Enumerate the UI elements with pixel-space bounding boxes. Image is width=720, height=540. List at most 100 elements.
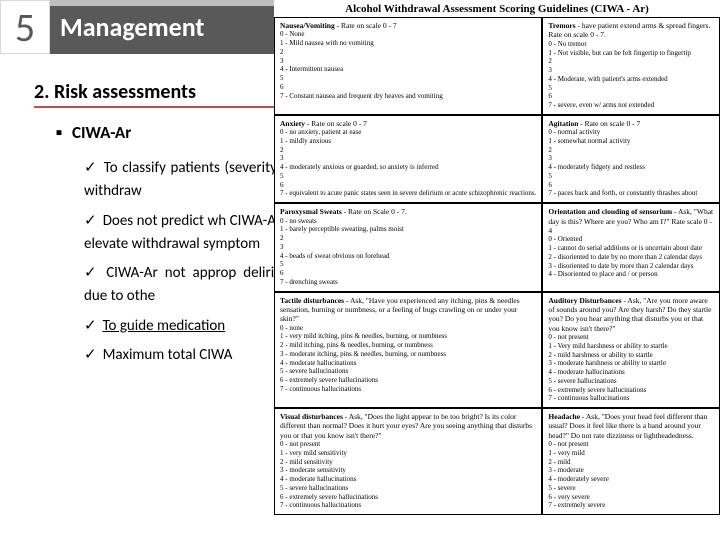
ciwa-option: 4 - moderate hallucinations (280, 475, 536, 484)
ciwa-option: 3 - moderate harshness or ability to sta… (548, 359, 714, 368)
ciwa-option: 5 (280, 172, 536, 181)
ciwa-option: 1 - very mild sensitivity (280, 449, 536, 458)
ciwa-option: 7 - severe, even w/ arms not extended (548, 101, 714, 110)
ciwa-box-head: Auditory Disturbances - Ask, "Are you mo… (548, 296, 714, 334)
subheading: CIWA-Ar (56, 122, 294, 143)
slide-title: Management (60, 11, 204, 43)
bullet-item: To classify patients (severity of withdr… (84, 157, 294, 204)
ciwa-option: 6 - very severe (548, 493, 714, 502)
ciwa-option: 7 - continuous hallucinations (280, 385, 536, 394)
ciwa-box: Auditory Disturbances - Ask, "Are you mo… (542, 292, 720, 409)
bullet-item: Maximum total CIWA (84, 344, 294, 367)
ciwa-option: 1 - very mild (548, 449, 714, 458)
ciwa-option: 4 - moderately fidgety and restless (548, 163, 714, 172)
ciwa-option: 2 (280, 146, 536, 155)
ciwa-option: 1 - cannot do serial additions or is unc… (548, 244, 714, 253)
ciwa-option: 0 - not present (548, 440, 714, 449)
ciwa-option: 3 - moderate sensitivity (280, 466, 536, 475)
ciwa-option: 3 (280, 243, 536, 252)
section-heading: 2. Risk assessments (34, 80, 294, 104)
ciwa-option: 4 - Intermittent nausea (280, 65, 536, 74)
ciwa-option: 1 - somewhat normal activity (548, 137, 714, 146)
ciwa-option: 4 - moderate hallucinations (548, 368, 714, 377)
ciwa-option: 2 (548, 57, 714, 66)
ciwa-option: 1 - Not visible, but can be felt fingert… (548, 49, 714, 58)
ciwa-option: 2 (280, 234, 536, 243)
ciwa-option: 4 - beads of sweat obvious on forehead (280, 252, 536, 261)
ciwa-option: 5 - severe (548, 484, 714, 493)
bullet-list: To classify patients (severity of withdr… (34, 157, 294, 367)
slide-number: 5 (15, 3, 35, 52)
ciwa-option: 2 - mild (548, 458, 714, 467)
ciwa-option: 3 (548, 66, 714, 75)
ciwa-option: 2 - mild itching, pins & needles, burnin… (280, 341, 536, 350)
ciwa-box: Agitation - Rate on scale 0 - 70 - norma… (542, 115, 720, 203)
ciwa-option: 7 - equivalent to acute panic states see… (280, 189, 536, 198)
ciwa-box: Paroxysmal Sweats - Rate on Scale 0 - 7.… (274, 203, 542, 291)
ciwa-option: 3 - moderate (548, 466, 714, 475)
ciwa-box: Visual disturbances - Ask, "Does the lig… (274, 408, 542, 515)
ciwa-title: Alcohol Withdrawal Assessment Scoring Gu… (274, 0, 720, 17)
ciwa-option: 1 - barely perceptible sweating, palms m… (280, 225, 536, 234)
bullet-item: To guide medication (84, 315, 294, 338)
ciwa-option: 7 - drenching sweats (280, 278, 536, 287)
ciwa-option: 5 (280, 260, 536, 269)
ciwa-option: 6 (548, 181, 714, 190)
ciwa-box-head: Tremors - have patient extend arms & spr… (548, 21, 714, 40)
ciwa-option: 0 - not present (548, 333, 714, 342)
ciwa-option: 7 - continuous hallucinations (548, 394, 714, 403)
ciwa-option: 0 - None (280, 30, 536, 39)
ciwa-option: 2 (548, 146, 714, 155)
ciwa-box-head: Paroxysmal Sweats - Rate on Scale 0 - 7. (280, 207, 536, 216)
ciwa-option: 0 - normal activity (548, 128, 714, 137)
ciwa-option: 1 - very mild itching, pins & needles, b… (280, 332, 536, 341)
ciwa-option: 0 - no anxiety, patient at ease (280, 128, 536, 137)
ciwa-option: 3 (548, 154, 714, 163)
ciwa-option: 4 - moderately anxious or guarded, so an… (280, 163, 536, 172)
ciwa-option: 7 - extremely severe (548, 501, 714, 510)
slide-number-box: 5 (0, 0, 50, 54)
ciwa-option: 4 - Moderate, with patient's arms extend… (548, 75, 714, 84)
ciwa-option: 4 - Disoriented to place and / or person (548, 270, 714, 279)
ciwa-panel: Alcohol Withdrawal Assessment Scoring Gu… (274, 0, 720, 540)
ciwa-option: 6 - extremely severe hallucinations (280, 376, 536, 385)
bullet-item: CIWA-Ar not approp delirium due to othe (84, 262, 294, 309)
ciwa-option: 3 - moderate itching, pins & needles, bu… (280, 350, 536, 359)
ciwa-option: 2 - mild sensitivity (280, 458, 536, 467)
ciwa-option: 6 - extremely severe hallucinations (280, 493, 536, 502)
ciwa-box-head: Orientation and clouding of sensorium - … (548, 207, 714, 235)
ciwa-box: Orientation and clouding of sensorium - … (542, 203, 720, 291)
ciwa-option: 7 - Constant nausea and frequent dry hea… (280, 92, 536, 101)
ciwa-option: 0 - no sweats (280, 217, 536, 226)
title-bar: Management (50, 0, 274, 54)
ciwa-option: 7 - paces back and forth, or constantly … (548, 189, 714, 198)
ciwa-box-head: Visual disturbances - Ask, "Does the lig… (280, 412, 536, 440)
ciwa-box-head: Anxiety - Rate on scale 0 - 7 (280, 119, 536, 128)
ciwa-option: 6 (280, 83, 536, 92)
content-area: 2. Risk assessments CIWA-Ar To classify … (34, 80, 294, 373)
ciwa-option: 3 (280, 154, 536, 163)
ciwa-option: 7 - continuous hallucinations (280, 501, 536, 510)
ciwa-option: 5 (548, 172, 714, 181)
ciwa-box: Tactile disturbances - Ask, "Have you ex… (274, 292, 542, 409)
ciwa-option: 6 (280, 269, 536, 278)
ciwa-option: 6 (280, 181, 536, 190)
ciwa-option: 6 (548, 92, 714, 101)
ciwa-option: 5 - severe hallucinations (280, 367, 536, 376)
ciwa-option: 0 - not present (280, 440, 536, 449)
ciwa-option: 1 - Mild nausea with no vomiting (280, 39, 536, 48)
ciwa-option: 0 - Oriented (548, 235, 714, 244)
title-accent-strip (50, 0, 274, 6)
ciwa-box-head: Agitation - Rate on scale 0 - 7 (548, 119, 714, 128)
bullet-item: Does not predict wh CIWA-Ar is elevate w… (84, 210, 294, 257)
ciwa-option: 1 - Very mild harshness or ability to st… (548, 342, 714, 351)
ciwa-option: 5 - severe hallucinations (548, 377, 714, 386)
ciwa-option: 0 - No tremor (548, 40, 714, 49)
ciwa-grid: Nausea/Vomiting - Rate on scale 0 - 70 -… (274, 17, 720, 515)
ciwa-box-head: Headache - Ask, "Does your head feel dif… (548, 412, 714, 440)
ciwa-option: 0 - none (280, 324, 536, 333)
ciwa-option: 2 - mild harshness or ability to startle (548, 351, 714, 360)
ciwa-option: 2 - disoriented to date by no more than … (548, 253, 714, 262)
ciwa-box-head: Tactile disturbances - Ask, "Have you ex… (280, 296, 536, 324)
ciwa-option: 1 - mildly anxious (280, 137, 536, 146)
